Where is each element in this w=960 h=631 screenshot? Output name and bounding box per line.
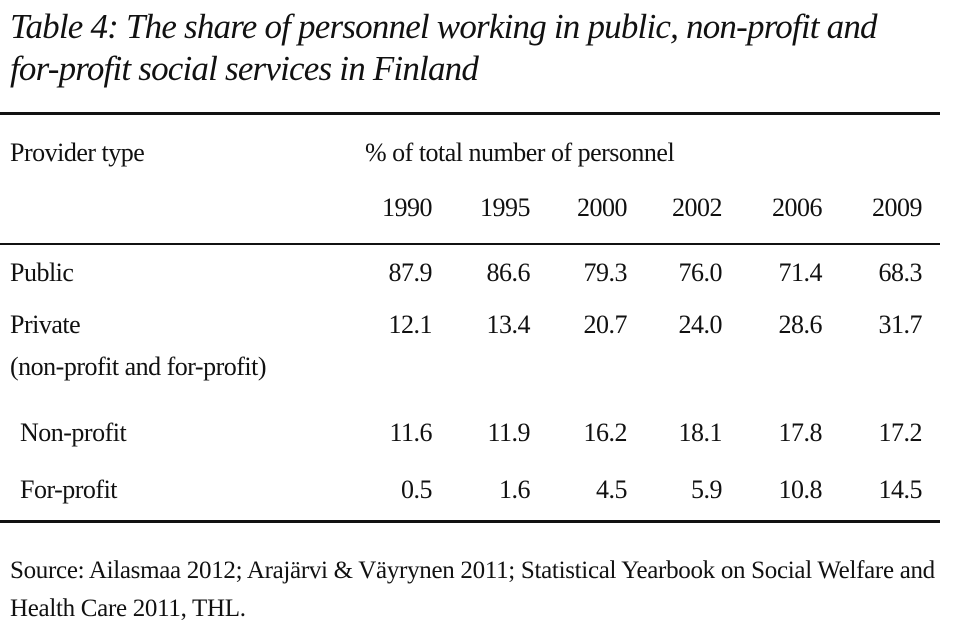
year-header: 2006 <box>772 193 823 222</box>
year-header: 2002 <box>672 193 723 222</box>
table-cell: 11.9 <box>487 418 530 447</box>
table-cell: 17.8 <box>778 418 823 447</box>
table-cell: 13.4 <box>486 310 531 339</box>
table-cell: 76.0 <box>678 258 723 287</box>
table-cell: 11.6 <box>389 418 432 447</box>
table-cell: 87.9 <box>388 258 433 287</box>
row-label: For-profit <box>20 475 118 504</box>
year-header: 2000 <box>577 193 628 222</box>
header-label: Provider type <box>10 138 145 167</box>
row-label: Public <box>10 258 74 287</box>
table-cell: 14.5 <box>878 475 923 504</box>
table-cell: 31.7 <box>878 310 923 339</box>
table-cell: 1.6 <box>499 475 531 504</box>
row-label: Non-profit <box>20 418 127 447</box>
header-group: % of total number of personnel <box>365 138 675 167</box>
table-title: Table 4: The share of personnel working … <box>10 7 878 88</box>
row-note: (non-profit and for-profit) <box>10 352 267 381</box>
header-rule <box>0 243 940 245</box>
table-cell: 79.3 <box>583 258 628 287</box>
bottom-rule <box>0 520 940 523</box>
row-label: Private <box>10 310 81 339</box>
year-header: 1990 <box>382 193 433 222</box>
table-cell: 28.6 <box>778 310 823 339</box>
table-cell: 18.1 <box>678 418 723 447</box>
table-cell: 16.2 <box>583 418 628 447</box>
table-cell: 24.0 <box>678 310 723 339</box>
top-rule <box>0 112 940 115</box>
table-cell: 12.1 <box>388 310 433 339</box>
table-cell: 71.4 <box>778 258 823 287</box>
table-cell: 20.7 <box>583 310 628 339</box>
table-cell: 86.6 <box>486 258 531 287</box>
table-cell: 5.9 <box>691 475 723 504</box>
table-cell: 68.3 <box>878 258 923 287</box>
year-header: 2009 <box>872 193 923 222</box>
table-cell: 0.5 <box>401 475 433 504</box>
table-cell: 10.8 <box>778 475 823 504</box>
table-cell: 17.2 <box>878 418 923 447</box>
table-cell: 4.5 <box>596 475 628 504</box>
year-header: 1995 <box>480 193 531 222</box>
source-note: Source: Ailasmaa 2012; Arajärvi & Väyryn… <box>10 557 935 622</box>
